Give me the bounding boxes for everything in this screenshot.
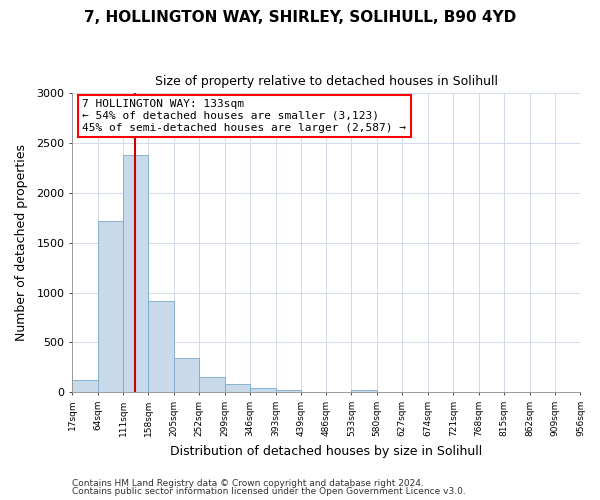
Bar bbox=[72, 380, 98, 392]
Bar bbox=[123, 155, 148, 392]
Text: 7, HOLLINGTON WAY, SHIRLEY, SOLIHULL, B90 4YD: 7, HOLLINGTON WAY, SHIRLEY, SOLIHULL, B9… bbox=[84, 10, 516, 25]
Text: Contains public sector information licensed under the Open Government Licence v3: Contains public sector information licen… bbox=[72, 487, 466, 496]
Text: Contains HM Land Registry data © Crown copyright and database right 2024.: Contains HM Land Registry data © Crown c… bbox=[72, 478, 424, 488]
Text: 7 HOLLINGTON WAY: 133sqm
← 54% of detached houses are smaller (3,123)
45% of sem: 7 HOLLINGTON WAY: 133sqm ← 54% of detach… bbox=[82, 100, 406, 132]
Bar bbox=[98, 221, 123, 392]
Title: Size of property relative to detached houses in Solihull: Size of property relative to detached ho… bbox=[155, 75, 498, 88]
Bar bbox=[174, 358, 199, 392]
Bar bbox=[148, 300, 174, 392]
Bar bbox=[199, 376, 225, 392]
Y-axis label: Number of detached properties: Number of detached properties bbox=[15, 144, 28, 341]
Bar bbox=[225, 384, 250, 392]
Bar bbox=[352, 390, 377, 392]
Bar bbox=[250, 388, 275, 392]
X-axis label: Distribution of detached houses by size in Solihull: Distribution of detached houses by size … bbox=[170, 444, 482, 458]
Bar bbox=[275, 390, 301, 392]
